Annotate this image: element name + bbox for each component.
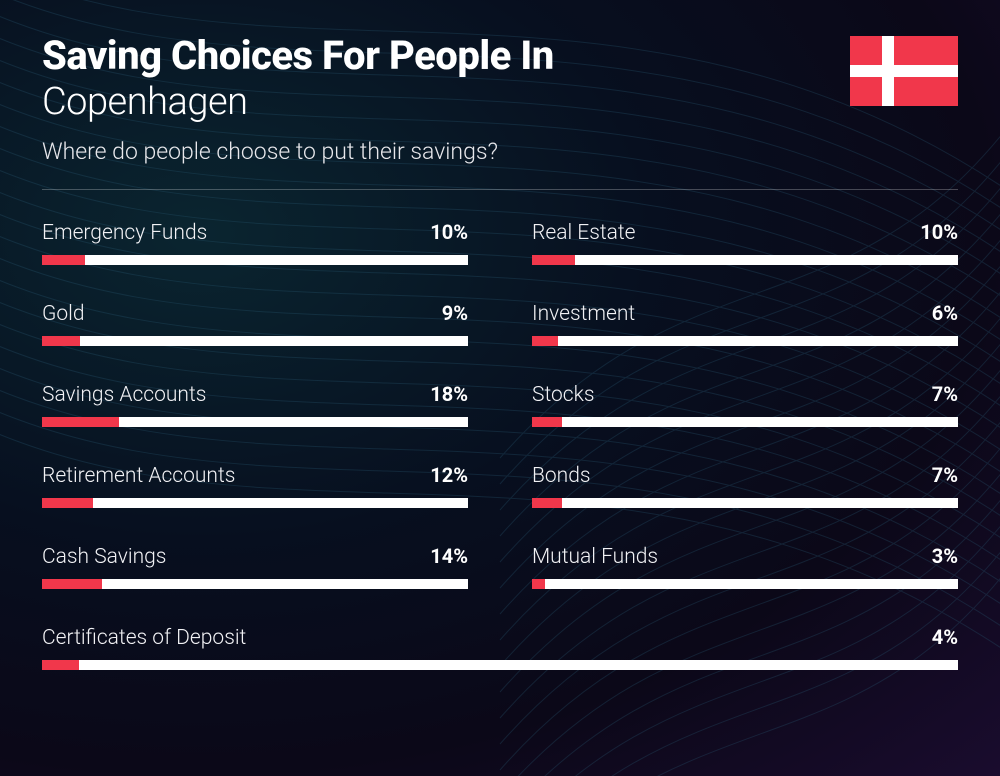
bar-label: Emergency Funds xyxy=(42,221,207,245)
bar-item: Savings Accounts 18% xyxy=(42,382,468,427)
content: Saving Choices For People In Copenhagen … xyxy=(0,0,1000,670)
bar-fill xyxy=(532,336,558,346)
bar-label: Retirement Accounts xyxy=(42,464,235,488)
bar-item-head: Real Estate 10% xyxy=(532,220,958,245)
bar-item: Certificates of Deposit 4% xyxy=(42,625,958,670)
bar-value: 14% xyxy=(430,544,468,568)
bar-label: Stocks xyxy=(532,383,595,407)
bar-fill xyxy=(42,660,79,670)
bar-item-head: Certificates of Deposit 4% xyxy=(42,625,958,650)
bar-item: Retirement Accounts 12% xyxy=(42,463,468,508)
bar-fill xyxy=(42,579,102,589)
bar-item: Real Estate 10% xyxy=(532,220,958,265)
bar-track xyxy=(42,336,468,346)
bar-item-head: Retirement Accounts 12% xyxy=(42,463,468,488)
bar-fill xyxy=(42,255,85,265)
bar-item: Mutual Funds 3% xyxy=(532,544,958,589)
bar-value: 3% xyxy=(932,544,958,568)
bar-value: 9% xyxy=(442,301,468,325)
bar-item-head: Savings Accounts 18% xyxy=(42,382,468,407)
bar-track xyxy=(42,498,468,508)
title-line2: Copenhagen xyxy=(42,80,958,124)
bar-track xyxy=(532,417,958,427)
bar-value: 10% xyxy=(920,220,958,244)
bar-value: 12% xyxy=(430,463,468,487)
bar-label: Certificates of Deposit xyxy=(42,626,246,650)
flag-icon xyxy=(850,36,958,106)
bar-value: 7% xyxy=(932,463,958,487)
bar-item: Bonds 7% xyxy=(532,463,958,508)
bar-item: Emergency Funds 10% xyxy=(42,220,468,265)
bar-value: 10% xyxy=(430,220,468,244)
bar-fill xyxy=(42,498,93,508)
bar-track xyxy=(42,417,468,427)
bar-fill xyxy=(532,579,545,589)
title-line1: Saving Choices For People In xyxy=(42,34,958,78)
bar-value: 7% xyxy=(932,382,958,406)
bar-item-head: Gold 9% xyxy=(42,301,468,326)
bar-label: Savings Accounts xyxy=(42,383,206,407)
bar-value: 18% xyxy=(430,382,468,406)
bar-label: Gold xyxy=(42,302,85,326)
bar-track xyxy=(532,255,958,265)
header: Saving Choices For People In Copenhagen … xyxy=(42,34,958,165)
bar-fill xyxy=(532,417,562,427)
bar-item-head: Stocks 7% xyxy=(532,382,958,407)
bar-label: Cash Savings xyxy=(42,545,166,569)
bar-fill xyxy=(42,336,80,346)
bar-fill xyxy=(532,498,562,508)
subtitle: Where do people choose to put their savi… xyxy=(42,138,958,165)
bar-track xyxy=(42,579,468,589)
bar-track xyxy=(42,255,468,265)
bar-item-head: Mutual Funds 3% xyxy=(532,544,958,569)
bar-item-head: Emergency Funds 10% xyxy=(42,220,468,245)
bar-item-head: Cash Savings 14% xyxy=(42,544,468,569)
bar-label: Real Estate xyxy=(532,221,636,245)
bar-item: Cash Savings 14% xyxy=(42,544,468,589)
bar-track xyxy=(42,660,958,670)
bar-item: Gold 9% xyxy=(42,301,468,346)
bar-track xyxy=(532,336,958,346)
bar-item: Investment 6% xyxy=(532,301,958,346)
bar-fill xyxy=(42,417,119,427)
bar-item: Stocks 7% xyxy=(532,382,958,427)
bar-track xyxy=(532,498,958,508)
bar-value: 6% xyxy=(932,301,958,325)
bar-label: Mutual Funds xyxy=(532,545,658,569)
bar-track xyxy=(532,579,958,589)
bar-label: Bonds xyxy=(532,464,591,488)
bar-item-head: Bonds 7% xyxy=(532,463,958,488)
bar-fill xyxy=(532,255,575,265)
bar-label: Investment xyxy=(532,302,635,326)
divider xyxy=(42,189,958,190)
chart-grid: Emergency Funds 10% Real Estate 10% Gold 9% In… xyxy=(42,220,958,670)
bar-item-head: Investment 6% xyxy=(532,301,958,326)
bar-value: 4% xyxy=(932,625,958,649)
